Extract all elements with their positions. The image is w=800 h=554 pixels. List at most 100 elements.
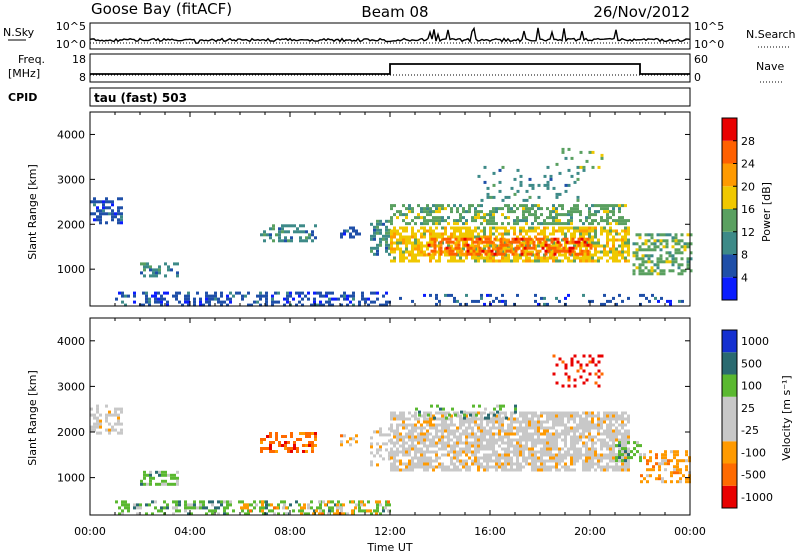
range-gate-cell — [474, 256, 477, 260]
range-gate-cell — [540, 459, 543, 463]
range-gate-cell — [292, 509, 295, 513]
range-gate-cell — [149, 470, 152, 474]
range-gate-cell — [480, 198, 484, 202]
range-gate-cell — [133, 291, 136, 295]
range-gate-cell — [603, 226, 606, 230]
range-gate-cell — [547, 246, 551, 250]
range-gate-cell — [108, 428, 111, 432]
range-gate-cell — [495, 259, 498, 263]
range-gate-cell — [308, 236, 311, 240]
range-gate-cell — [385, 246, 388, 250]
range-gate-cell — [597, 204, 600, 208]
range-gate-cell — [105, 419, 108, 423]
range-gate-cell — [534, 465, 537, 469]
range-gate-cell — [453, 447, 456, 451]
range-gate-cell — [564, 450, 567, 454]
range-gate-cell — [390, 238, 393, 242]
range-gate-cell — [199, 297, 202, 301]
range-gate-cell — [519, 256, 522, 260]
velocity-data-cells — [90, 354, 691, 516]
range-gate-cell — [552, 216, 555, 220]
range-gate-cell — [114, 215, 117, 219]
range-gate-cell — [576, 453, 579, 457]
range-gate-cell — [164, 262, 167, 266]
range-gate-cell — [441, 432, 444, 436]
range-gate-cell — [420, 235, 423, 239]
range-gate-cell — [480, 432, 483, 436]
range-gate-cell — [158, 265, 161, 269]
range-gate-cell — [594, 244, 597, 248]
range-gate-cell — [499, 246, 503, 250]
range-gate-cell — [582, 435, 585, 439]
range-gate-cell — [314, 438, 317, 441]
range-gate-cell — [474, 210, 477, 214]
range-gate-cell — [408, 235, 411, 239]
range-gate-cell — [474, 444, 477, 448]
range-gate-cell — [621, 456, 624, 460]
range-gate-cell — [453, 229, 456, 233]
range-gate-cell — [396, 453, 399, 457]
y-tick-label: 1000 — [57, 263, 85, 276]
range-gate-cell — [639, 456, 642, 460]
range-gate-cell — [549, 216, 552, 220]
range-gate-cell — [154, 294, 157, 298]
range-gate-cell — [346, 440, 349, 444]
range-gate-cell — [405, 435, 408, 439]
range-gate-cell — [528, 235, 531, 239]
range-gate-cell — [477, 259, 480, 263]
range-gate-cell — [343, 297, 346, 301]
range-gate-cell — [241, 294, 244, 298]
range-gate-cell — [522, 426, 525, 430]
range-gate-cell — [477, 174, 481, 178]
range-gate-cell — [603, 438, 606, 442]
range-gate-cell — [269, 432, 272, 435]
range-gate-cell — [624, 226, 627, 230]
range-gate-cell — [502, 416, 505, 420]
range-gate-cell — [111, 425, 114, 429]
range-gate-cell — [429, 210, 432, 214]
range-gate-cell — [396, 229, 399, 233]
range-gate-cell — [435, 226, 438, 230]
range-gate-cell — [246, 503, 249, 507]
range-gate-cell — [417, 247, 420, 251]
range-gate-cell — [492, 423, 495, 427]
range-gate-cell — [644, 272, 648, 276]
range-gate-cell — [281, 227, 284, 231]
range-gate-cell — [537, 429, 540, 433]
range-gate-cell — [405, 247, 408, 251]
range-gate-cell — [519, 229, 522, 233]
range-gate-cell — [250, 503, 253, 507]
range-gate-cell — [483, 226, 486, 230]
range-gate-cell — [486, 186, 490, 190]
range-gate-cell — [564, 232, 567, 236]
range-gate-cell — [597, 244, 600, 248]
range-gate-cell — [570, 462, 573, 466]
range-gate-cell — [426, 207, 429, 211]
range-gate-cell — [429, 226, 432, 230]
range-gate-cell — [480, 296, 483, 300]
range-gate-cell — [576, 429, 579, 433]
range-gate-cell — [537, 204, 540, 208]
range-gate-cell — [686, 263, 690, 267]
range-gate-cell — [143, 262, 146, 266]
range-gate-cell — [609, 238, 612, 242]
range-gate-cell — [531, 465, 534, 469]
range-gate-cell — [646, 459, 649, 463]
nave-right-tick-low: 0 — [694, 71, 701, 84]
range-gate-cell — [522, 465, 525, 469]
range-gate-cell — [591, 456, 594, 460]
range-gate-cell — [627, 429, 630, 433]
range-gate-cell — [621, 299, 624, 303]
range-gate-cell — [534, 441, 537, 445]
range-gate-cell — [558, 459, 561, 463]
range-gate-cell — [444, 426, 447, 430]
range-gate-cell — [627, 441, 630, 445]
range-gate-cell — [564, 213, 567, 217]
range-gate-cell — [178, 503, 181, 507]
range-gate-cell — [307, 291, 310, 295]
range-gate-cell — [507, 216, 510, 220]
range-gate-cell — [650, 269, 654, 273]
range-gate-cell — [172, 512, 175, 516]
range-gate-cell — [543, 429, 546, 433]
range-gate-cell — [311, 432, 314, 435]
